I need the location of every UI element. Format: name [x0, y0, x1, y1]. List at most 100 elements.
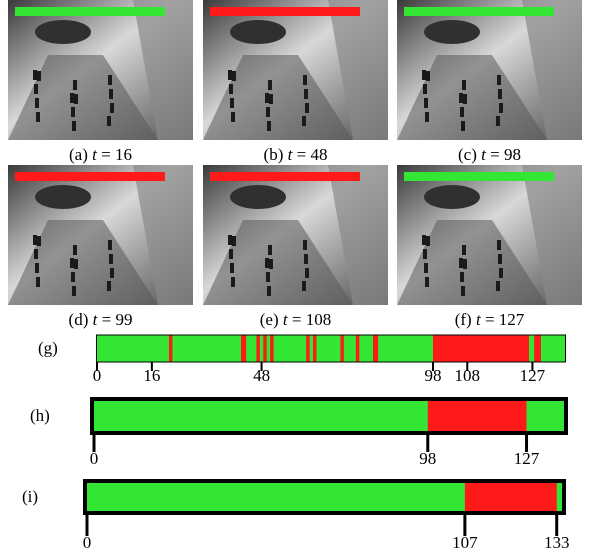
frame-indicator	[404, 7, 554, 16]
abnormal-span	[356, 335, 359, 362]
frame-person	[110, 268, 114, 278]
frame-person	[463, 94, 467, 104]
caption-var: t	[92, 145, 98, 164]
video-frame	[397, 165, 582, 305]
caption-value: 16	[115, 145, 132, 164]
caption-label: (b)	[264, 145, 284, 164]
frame-person	[110, 103, 114, 113]
frame-caption: (c) t = 98	[458, 145, 521, 164]
frame-person	[460, 272, 464, 282]
tick-label: 16	[143, 366, 160, 385]
frame-person	[228, 70, 232, 80]
frame-person	[231, 112, 235, 122]
frame-person	[425, 277, 429, 287]
timeline-label: (i)	[22, 487, 38, 506]
frame-person	[232, 71, 236, 81]
frame-person	[229, 84, 233, 94]
frame-indicator	[15, 7, 165, 16]
frame-person	[461, 121, 465, 131]
tick-label: 0	[93, 366, 102, 385]
tick-label: 0	[90, 449, 99, 468]
frame-person	[73, 80, 77, 90]
frame-person	[107, 116, 111, 126]
caption-op: =	[102, 310, 112, 329]
frame-person	[108, 240, 112, 250]
frame-person	[35, 263, 39, 273]
abnormal-span	[313, 335, 316, 362]
caption-var: t	[481, 145, 487, 164]
caption-op: =	[297, 145, 307, 164]
frame-person	[72, 121, 76, 131]
abnormal-span	[373, 335, 378, 362]
frame-person	[426, 236, 430, 246]
video-frame	[397, 0, 582, 140]
caption-var: t	[476, 310, 482, 329]
frame-person	[305, 268, 309, 278]
frame-indicator	[15, 172, 165, 181]
caption-value: 99	[115, 310, 132, 329]
frame-person	[498, 89, 502, 99]
frame-person	[422, 70, 426, 80]
frame-chandelier	[230, 185, 286, 209]
caption-op: =	[101, 145, 111, 164]
frame-person	[497, 240, 501, 250]
caption-op: =	[292, 310, 302, 329]
frame-person	[108, 75, 112, 85]
tick-label: 107	[452, 533, 478, 552]
frame-person	[302, 281, 306, 291]
frame-caption: (b) t = 48	[264, 145, 328, 164]
frame-person	[265, 258, 269, 268]
abnormal-span	[270, 335, 273, 362]
caption-op: =	[485, 310, 495, 329]
frame-person	[107, 281, 111, 291]
frame-caption: (f) t = 127	[455, 310, 525, 329]
timeline-label: (g)	[38, 339, 58, 358]
frame-person	[37, 236, 41, 246]
frame-caption: (a) t = 16	[69, 145, 132, 164]
tick-label: 127	[514, 449, 540, 468]
frame-person	[267, 286, 271, 296]
frame-person	[424, 263, 428, 273]
frame-person	[228, 235, 232, 245]
frame-person	[304, 254, 308, 264]
frame-person	[426, 71, 430, 81]
abnormal-span	[465, 481, 557, 513]
frame-person	[74, 259, 78, 269]
frame-person	[268, 80, 272, 90]
figure: (a) t = 16 (b) t = 48 (c) t = 98 (d) t = 99…	[0, 0, 591, 556]
caption-label: (c)	[458, 145, 477, 164]
frame-person	[423, 84, 427, 94]
frame-caption: (d) t = 99	[69, 310, 133, 329]
frame-person	[303, 240, 307, 250]
tick-label: 98	[425, 366, 442, 385]
frame-person	[33, 235, 37, 245]
frame-person	[499, 268, 503, 278]
abnormal-span	[340, 335, 343, 362]
frame-person	[34, 249, 38, 259]
abnormal-span	[306, 335, 309, 362]
frame-person	[496, 281, 500, 291]
abnormal-span	[428, 399, 527, 433]
frame-person	[34, 84, 38, 94]
tick-label: 98	[419, 449, 436, 468]
frame-indicator	[210, 7, 360, 16]
frame-person	[305, 103, 309, 113]
caption-label: (d)	[69, 310, 89, 329]
frame-chandelier	[35, 20, 91, 44]
caption-label: (e)	[260, 310, 279, 329]
frame-person	[232, 236, 236, 246]
frame-person	[497, 75, 501, 85]
frame-person	[231, 277, 235, 287]
frame-person	[71, 272, 75, 282]
frame-person	[265, 93, 269, 103]
video-frame	[8, 0, 193, 140]
frame-person	[304, 89, 308, 99]
frame-person	[37, 71, 41, 81]
frame-person	[459, 258, 463, 268]
abnormal-span	[256, 335, 259, 362]
caption-label: (a)	[69, 145, 88, 164]
frame-person	[267, 121, 271, 131]
frame-caption: (e) t = 108	[260, 310, 331, 329]
frame-person	[462, 80, 466, 90]
frame-person	[422, 235, 426, 245]
